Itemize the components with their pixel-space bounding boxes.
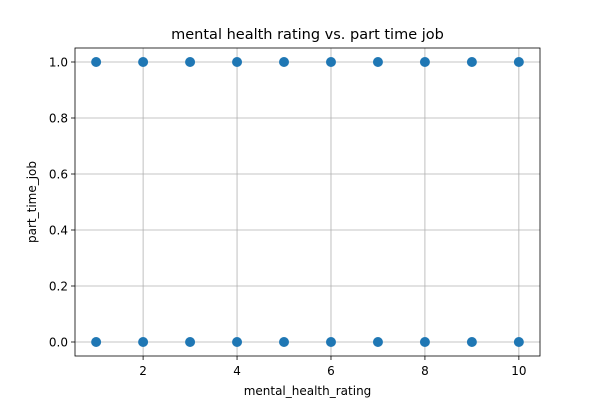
y-axis-label: part_time_job — [25, 161, 39, 243]
data-point — [91, 337, 102, 347]
data-point — [513, 337, 524, 347]
axis-ticks: 2 4 6 8 10 0.0 0.2 0.4 0.6 0.8 1.0 — [49, 56, 527, 379]
data-point — [138, 337, 149, 347]
x-tick-label: 4 — [233, 364, 241, 378]
data-point — [138, 57, 149, 67]
data-point — [232, 57, 243, 67]
y-tick-label: 1.0 — [49, 56, 68, 70]
data-point — [279, 57, 290, 67]
y-tick-label: 0.8 — [49, 112, 68, 126]
data-points — [91, 57, 524, 347]
x-axis-label: mental_health_rating — [244, 384, 372, 398]
grid — [75, 48, 540, 356]
data-point — [372, 57, 383, 67]
data-point — [419, 337, 430, 347]
y-tick-label: 0.2 — [49, 280, 68, 294]
chart-title: mental health rating vs. part time job — [171, 27, 444, 43]
plot-frame — [74, 47, 541, 357]
x-tick-label: 2 — [139, 364, 147, 378]
data-point — [466, 337, 477, 347]
x-tick-label: 8 — [421, 364, 429, 378]
data-point — [325, 337, 336, 347]
data-point — [325, 57, 336, 67]
x-tick-label: 6 — [327, 364, 335, 378]
data-point — [91, 57, 102, 67]
data-point — [419, 57, 430, 67]
data-point — [372, 337, 383, 347]
data-point — [513, 57, 524, 67]
data-point — [232, 337, 243, 347]
y-tick-label: 0.0 — [49, 336, 68, 350]
data-point — [466, 57, 477, 67]
data-point — [185, 337, 196, 347]
data-point — [279, 337, 290, 347]
x-tick-label: 10 — [511, 364, 526, 378]
y-tick-label: 0.6 — [49, 168, 68, 182]
data-point — [185, 57, 196, 67]
y-tick-label: 0.4 — [49, 224, 68, 238]
